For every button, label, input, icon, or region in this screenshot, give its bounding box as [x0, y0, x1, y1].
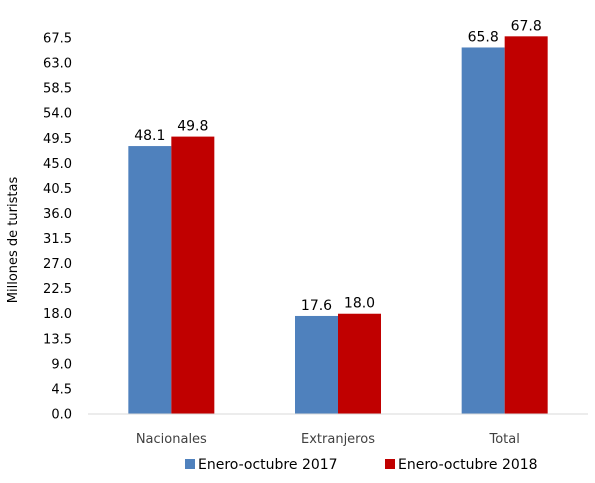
y-tick-label: 31.5 — [43, 232, 72, 247]
x-axis-categories: Nacionales Extranjeros Total — [136, 432, 520, 447]
x-category-label: Extranjeros — [301, 432, 375, 447]
y-tick-label: 36.0 — [43, 207, 72, 222]
x-category-label: Total — [488, 432, 519, 447]
y-axis-title: Millones de turistas — [6, 177, 21, 304]
data-label: 65.8 — [468, 29, 499, 45]
bar-nacionales-series-1 — [128, 146, 172, 414]
bar-nacionales-series-2 — [171, 136, 215, 414]
y-tick-label: 9.0 — [51, 357, 72, 372]
bar-total-series-2 — [504, 36, 548, 414]
y-tick-label: 27.0 — [43, 257, 72, 272]
y-tick-label: 67.5 — [43, 32, 72, 47]
y-tick-label: 18.0 — [43, 307, 72, 322]
y-tick-label: 63.0 — [43, 57, 72, 72]
data-labels-group: 48.1 49.8 17.6 18.0 65.8 67.8 — [134, 18, 542, 314]
y-axis-ticks: 0.0 4.5 9.0 13.5 18.0 22.5 27.0 31.5 36.0 40.5 45.… — [43, 32, 72, 423]
bar-total-series-1 — [461, 47, 505, 414]
y-tick-label: 13.5 — [43, 332, 72, 347]
y-tick-label: 22.5 — [43, 282, 72, 297]
y-tick-label: 58.5 — [43, 82, 72, 97]
x-category-label: Nacionales — [136, 432, 207, 447]
y-tick-label: 54.0 — [43, 107, 72, 122]
legend-label: Enero-octubre 2018 — [398, 457, 538, 473]
y-tick-label: 49.5 — [43, 132, 72, 147]
y-tick-label: 40.5 — [43, 182, 72, 197]
y-tick-label: 45.0 — [43, 157, 72, 172]
legend: Enero-octubre 2017 Enero-octubre 2018 — [185, 457, 538, 473]
bar-extranjeros-series-2 — [338, 313, 381, 414]
data-label: 67.8 — [511, 18, 542, 34]
y-tick-label: 0.0 — [51, 408, 72, 423]
data-label: 49.8 — [177, 119, 208, 135]
y-tick-label: 4.5 — [51, 382, 72, 397]
bar-extranjeros-series-1 — [295, 315, 338, 414]
legend-swatch — [385, 459, 395, 469]
legend-swatch — [185, 459, 195, 469]
data-label: 18.0 — [344, 296, 375, 312]
data-label: 17.6 — [301, 298, 332, 314]
data-label: 48.1 — [134, 128, 165, 144]
legend-label: Enero-octubre 2017 — [198, 457, 338, 473]
bars-group — [128, 36, 548, 414]
